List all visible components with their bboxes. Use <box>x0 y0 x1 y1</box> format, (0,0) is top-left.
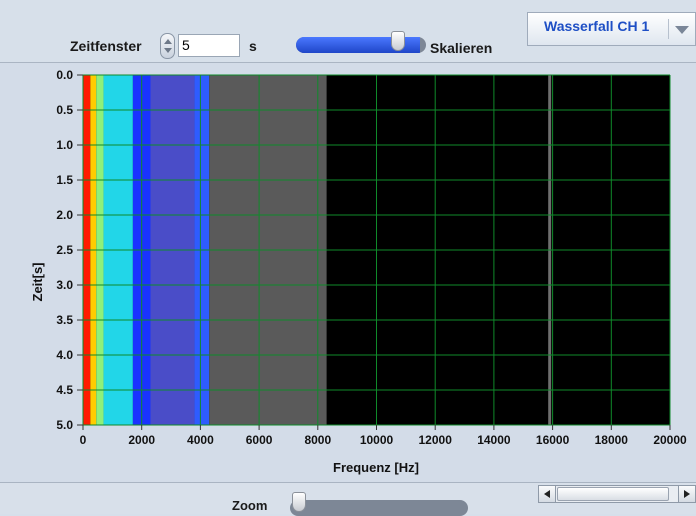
zeitfenster-unit: s <box>249 38 257 54</box>
skalieren-label: Skalieren <box>430 40 493 56</box>
channel-select-value: Wasserfall CH 1 <box>544 18 650 34</box>
x-tick-label-10: 20000 <box>653 433 687 447</box>
y-axis-label: Zeit[s] <box>30 263 45 302</box>
zoom-slider-thumb[interactable] <box>292 492 306 512</box>
zoom-label: Zoom <box>232 498 268 513</box>
zeitfenster-spinner[interactable] <box>160 33 175 59</box>
channel-select-divider <box>668 19 669 39</box>
x-axis-label: Frequenz [Hz] <box>333 460 419 475</box>
y-tick-label-4: 2.0 <box>56 208 73 222</box>
y-tick-label-1: 0.5 <box>56 103 73 117</box>
y-tick-label-8: 4.0 <box>56 348 73 362</box>
y-tick-label-5: 2.5 <box>56 243 73 257</box>
y-tick-label-9: 4.5 <box>56 383 73 397</box>
x-tick-label-2: 4000 <box>187 433 214 447</box>
triangle-left-icon <box>544 490 550 498</box>
y-tick-label-6: 3.0 <box>56 278 73 292</box>
spectrum-bands <box>83 75 552 425</box>
x-tick-label-1: 2000 <box>128 433 155 447</box>
horizontal-scrollbar[interactable] <box>538 485 696 503</box>
toolbar: Zeitfenster 5 s Skalieren Wasserfall CH … <box>0 0 696 62</box>
zeitfenster-label: Zeitfenster <box>70 38 142 54</box>
y-axis-ticks: 0.0 0.5 1.0 1.5 2.0 2.5 3.0 3.5 4.0 4.5 5.0 <box>56 68 83 432</box>
x-axis-ticks: 0 2000 4000 6000 8000 10000 12000 14000 16000 180… <box>80 425 687 447</box>
scroll-thumb[interactable] <box>557 487 669 501</box>
x-tick-label-8: 16000 <box>536 433 570 447</box>
y-tick-label-7: 3.5 <box>56 313 73 327</box>
x-tick-label-5: 10000 <box>360 433 394 447</box>
triangle-right-icon <box>684 490 690 498</box>
chevron-down-icon[interactable] <box>675 26 689 34</box>
x-tick-label-7: 14000 <box>477 433 511 447</box>
y-tick-label-2: 1.0 <box>56 138 73 152</box>
y-tick-label-3: 1.5 <box>56 173 73 187</box>
scroll-left-button[interactable] <box>539 486 556 502</box>
triangle-down-icon[interactable] <box>164 48 172 53</box>
channel-select[interactable]: Wasserfall CH 1 <box>527 12 696 46</box>
y-tick-label-10: 5.0 <box>56 418 73 432</box>
x-tick-label-0: 0 <box>80 433 87 447</box>
triangle-up-icon[interactable] <box>164 39 172 44</box>
skalieren-slider-fill <box>296 37 420 53</box>
x-tick-label-3: 6000 <box>246 433 273 447</box>
scroll-right-button[interactable] <box>678 486 695 502</box>
skalieren-slider-thumb[interactable] <box>391 31 405 51</box>
x-tick-label-9: 18000 <box>595 433 629 447</box>
y-tick-label-0: 0.0 <box>56 68 73 82</box>
zoom-slider[interactable] <box>290 500 468 516</box>
x-tick-label-4: 8000 <box>304 433 331 447</box>
zeitfenster-input[interactable]: 5 <box>178 34 240 57</box>
x-tick-label-6: 12000 <box>419 433 453 447</box>
grid-lines <box>82 74 671 426</box>
skalieren-slider[interactable] <box>296 37 426 53</box>
waterfall-chart: 0.0 0.5 1.0 1.5 2.0 2.5 3.0 3.5 4.0 4.5 5.0 0 2000 4… <box>30 68 687 475</box>
